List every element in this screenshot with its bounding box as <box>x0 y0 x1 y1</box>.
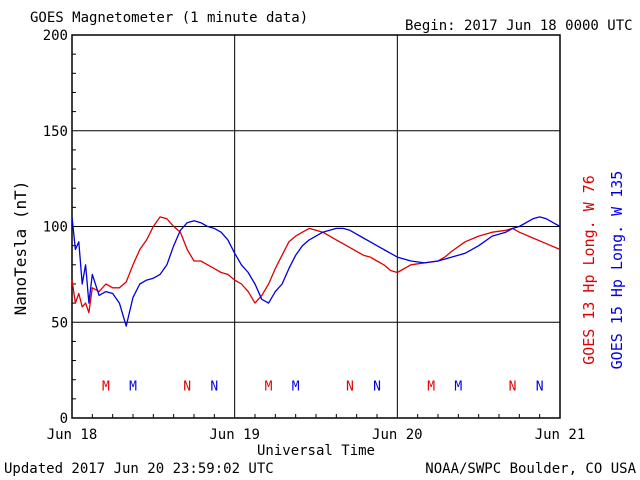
x-axis-ticks: Jun 18 Jun 19 Jun 20 Jun 21 <box>47 414 586 443</box>
credit-label: NOAA/SWPC Boulder, CO USA <box>425 461 636 477</box>
legend-goes15: GOES 15 Hp Long. W 135 <box>608 171 626 370</box>
chart-title: GOES Magnetometer (1 minute data) <box>30 10 308 26</box>
y-axis-label: NanoTesla (nT) <box>11 181 30 316</box>
x-tick-label: Jun 18 <box>47 427 98 443</box>
updated-timestamp: Updated 2017 Jun 20 23:59:02 UTC <box>4 461 274 477</box>
x-tick-label: Jun 19 <box>209 427 260 443</box>
y-tick-label: 50 <box>51 315 68 331</box>
local-time-marker: M <box>102 379 110 394</box>
y-tick-label: 100 <box>43 220 68 236</box>
series-layer <box>71 216 561 327</box>
goes15-series-line <box>71 216 561 327</box>
x-tick-label: Jun 21 <box>535 427 586 443</box>
local-time-marker: N <box>509 379 517 394</box>
local-time-marker: N <box>536 379 544 394</box>
begin-time-label: Begin: 2017 Jun 18 0000 UTC <box>405 18 633 34</box>
legend-goes13: GOES 13 Hp Long. W 76 <box>580 175 598 365</box>
local-time-marker: N <box>373 379 381 394</box>
local-time-marker: M <box>129 379 137 394</box>
local-time-marker: N <box>183 379 191 394</box>
local-time-marker: N <box>210 379 218 394</box>
local-time-marker: N <box>346 379 354 394</box>
local-time-marker: M <box>454 379 462 394</box>
local-time-marker: M <box>265 379 273 394</box>
local-time-marker: M <box>427 379 435 394</box>
y-tick-label: 200 <box>43 28 68 44</box>
x-axis-label: Universal Time <box>257 443 375 459</box>
x-tick-label: Jun 20 <box>372 427 423 443</box>
local-time-marker: M <box>292 379 300 394</box>
y-tick-label: 0 <box>60 411 68 427</box>
y-tick-label: 150 <box>43 124 68 140</box>
